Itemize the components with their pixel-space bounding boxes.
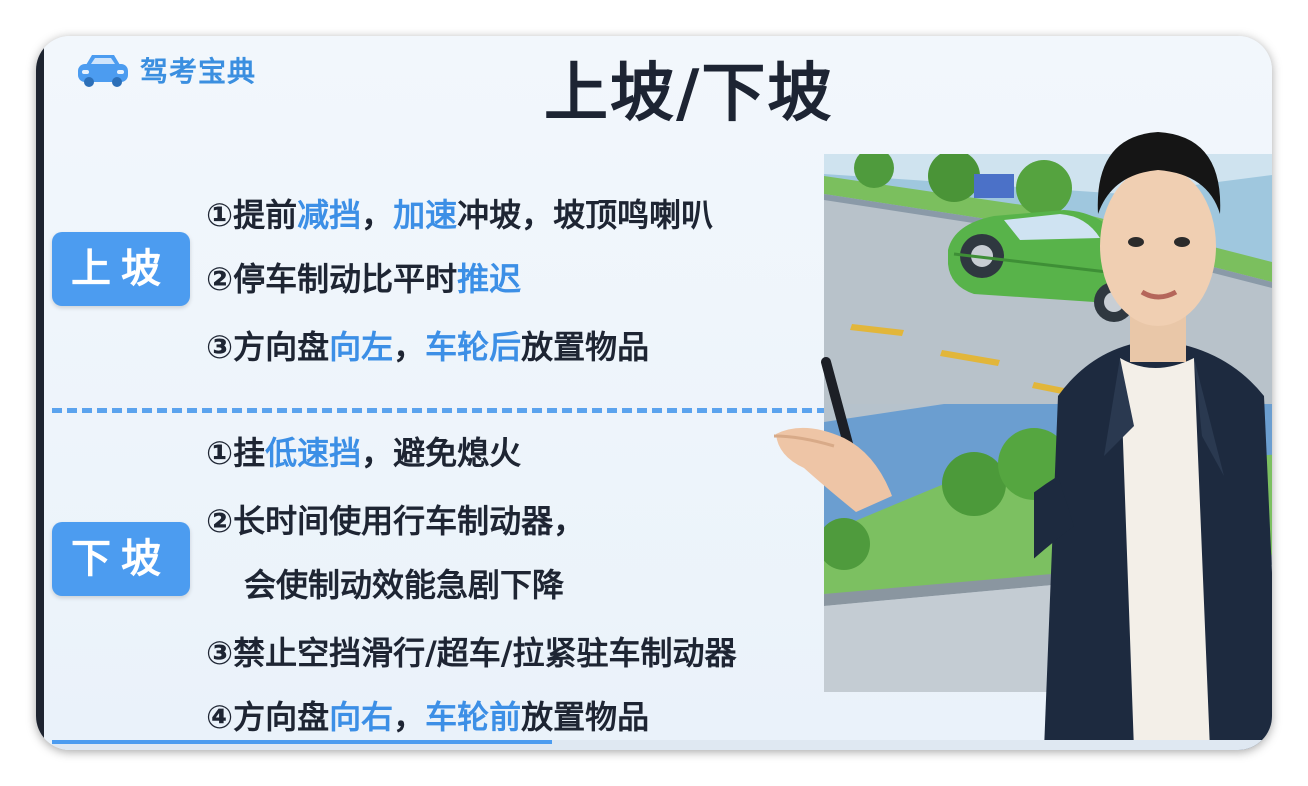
item-number: ② (206, 260, 234, 298)
section-divider (52, 408, 1052, 413)
progress-fill (52, 740, 552, 744)
highlight-text: 低速挡 (265, 434, 362, 472)
downhill-item: ②长时间使用行车制动器， (206, 496, 585, 542)
uphill-item: ②停车制动比平时推迟 (206, 254, 521, 300)
item-text: 提前 (233, 196, 298, 234)
item-text: 会使制动效能急剧下降 (244, 566, 565, 604)
downhill-item: 会使制动效能急剧下降 (244, 560, 564, 606)
highlight-text: 推迟 (457, 260, 522, 298)
item-text: 挂 (233, 434, 266, 472)
item-number: ③ (206, 328, 234, 366)
item-text: ， (361, 196, 394, 234)
item-number: ③ (206, 634, 234, 672)
lesson-slide: 驾考宝典 上坡/下坡 上坡 下坡 ①提前减挡，加速冲坡，坡顶鸣喇叭 ②停车制动比平… (44, 36, 1272, 750)
item-text: ，避免熄火 (361, 434, 522, 472)
highlight-text: 减挡 (297, 196, 362, 234)
item-text: ， (393, 328, 426, 366)
green-car (948, 210, 1134, 322)
downhill-item: ①挂低速挡，避免熄火 (206, 428, 521, 474)
car-icon (78, 55, 128, 87)
downhill-item: ④方向盘向右，车轮前放置物品 (206, 692, 649, 738)
progress-track (52, 740, 1272, 750)
logo-text: 驾考宝典 (140, 55, 257, 88)
item-text: ， (393, 698, 426, 736)
item-text: 长时间使用行车制动器， (233, 502, 586, 540)
video-frame: 驾考宝典 上坡/下坡 上坡 下坡 ①提前减挡，加速冲坡，坡顶鸣喇叭 ②停车制动比平… (36, 36, 1272, 750)
highlight-text: 向右 (329, 698, 394, 736)
presenter (1034, 132, 1272, 750)
highlight-text: 向左 (329, 328, 394, 366)
highlight-text: 车轮后 (425, 328, 522, 366)
uphill-badge: 上坡 (52, 232, 190, 306)
uphill-item: ③方向盘向左，车轮后放置物品 (206, 322, 649, 368)
uphill-item: ①提前减挡，加速冲坡，坡顶鸣喇叭 (206, 190, 713, 236)
hand-with-pen (773, 357, 892, 512)
downhill-item: ③禁止空挡滑行/超车/拉紧驻车制动器 (206, 628, 736, 674)
frame-edge (36, 36, 44, 750)
brand-logo: 驾考宝典 (74, 50, 256, 90)
item-number: ① (206, 434, 234, 472)
item-number: ② (206, 502, 234, 540)
highlight-text: 车轮前 (425, 698, 522, 736)
item-text: 方向盘 (233, 328, 330, 366)
page-title: 上坡/下坡 (544, 57, 834, 131)
item-number: ① (206, 196, 234, 234)
item-text: 冲坡，坡顶鸣喇叭 (457, 196, 714, 234)
item-text: 停车制动比平时 (233, 260, 458, 298)
highlight-text: 加速 (393, 196, 458, 234)
item-text: 放置物品 (521, 698, 650, 736)
item-text: 放置物品 (521, 328, 650, 366)
item-text: 禁止空挡滑行/超车/拉紧驻车制动器 (233, 634, 737, 672)
item-text: 方向盘 (233, 698, 330, 736)
downhill-badge: 下坡 (52, 522, 190, 596)
item-number: ④ (206, 698, 234, 736)
